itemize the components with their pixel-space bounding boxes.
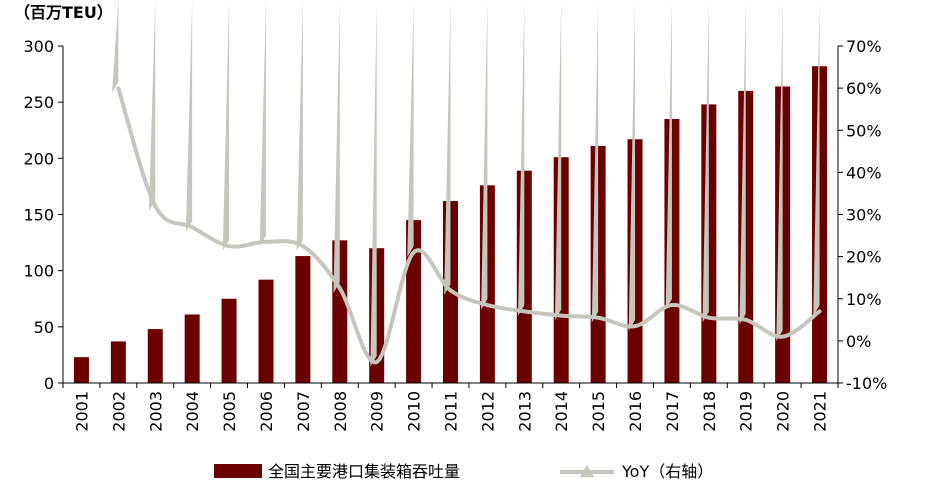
y-left-tick-label: 50	[34, 318, 54, 337]
yoy-point-2013	[518, 0, 525, 316]
y-right-tick-label: 0%	[846, 332, 871, 351]
bar-2007	[295, 256, 311, 383]
yoy-point-2019	[739, 0, 746, 325]
y-right-tick-label: 10%	[846, 290, 882, 309]
x-tick-label: 2012	[478, 391, 497, 432]
yoy-point-2021	[813, 0, 820, 316]
yoy-point-2004	[185, 0, 193, 232]
y-left-tick-label: 300	[23, 37, 54, 56]
y-left-tick-label: 150	[23, 206, 54, 225]
yoy-point-2009	[370, 0, 377, 367]
x-tick-label: 2016	[626, 391, 645, 432]
bar-2002	[110, 341, 126, 383]
y-right-tick-label: 40%	[846, 163, 882, 182]
yoy-point-2007	[296, 0, 303, 251]
axes: 0 50 100 150 200 250 300 -10% 0% 10% 20% 30% 40% 50% 6…	[23, 37, 887, 432]
y-left-unit-label: （百万TEU）	[14, 3, 113, 22]
bar-2004	[184, 314, 200, 383]
y-right-tick-label: -10%	[846, 374, 887, 393]
legend-bar-swatch	[214, 464, 262, 478]
yoy-point-2011	[444, 0, 451, 295]
yoy-point-2015	[591, 0, 599, 323]
yoy-point-2006	[259, 0, 266, 247]
x-tick-label: 2018	[700, 391, 719, 432]
bar-2006	[258, 279, 274, 383]
yoy-line	[116, 86, 822, 364]
legend-line-marker	[579, 465, 595, 478]
x-tick-label: 2007	[294, 391, 313, 432]
yoy-point-2002	[112, 0, 119, 93]
yoy-point-2014	[554, 0, 562, 321]
x-tick-label: 2019	[737, 391, 756, 432]
x-tick-label: 2010	[405, 391, 424, 432]
x-tick-label: 2020	[774, 391, 793, 432]
y-right-tick-label: 60%	[846, 79, 882, 98]
y-right-tick-label: 50%	[846, 121, 882, 140]
yoy-point-2008	[333, 0, 340, 293]
yoy-point-2017	[665, 0, 672, 310]
x-tick-label: 2013	[515, 391, 534, 432]
yoy-point-2005	[222, 0, 230, 251]
legend-bar-label: 全国主要港口集装箱吞吐量	[268, 462, 460, 481]
yoy-point-2012	[481, 0, 488, 310]
y-left-tick-label: 0	[44, 374, 54, 393]
x-tick-label: 2005	[220, 391, 239, 432]
yoy-point-2018	[702, 0, 709, 323]
legend: 全国主要港口集装箱吞吐量 YoY（右轴）	[214, 462, 713, 481]
bar-2005	[221, 298, 237, 383]
legend-line-label: YoY（右轴）	[621, 462, 713, 481]
yoy-point-2003	[148, 0, 156, 211]
x-tick-label: 2021	[811, 391, 830, 432]
x-tick-label: 2015	[589, 391, 608, 432]
yoy-point-2010	[407, 0, 414, 257]
x-tick-label: 2017	[663, 391, 682, 432]
x-tick-label: 2006	[257, 391, 276, 432]
line-series	[112, 0, 822, 367]
x-tick-label: 2003	[146, 391, 165, 432]
x-tick-label: 2002	[109, 391, 128, 432]
yoy-point-2020	[776, 0, 783, 342]
y-left-tick-label: 100	[23, 262, 54, 281]
x-tick-label: 2008	[331, 391, 350, 432]
bar-2003	[147, 329, 163, 383]
x-tick-label: 2001	[72, 391, 91, 432]
x-tick-label: 2011	[442, 391, 461, 432]
y-right-tick-label: 20%	[846, 248, 882, 267]
yoy-point-2016	[628, 0, 636, 331]
y-right-tick-label: 70%	[846, 37, 882, 56]
y-left-tick-label: 200	[23, 149, 54, 168]
bar-2001	[73, 357, 89, 383]
y-left-tick-label: 250	[23, 93, 54, 112]
x-tick-label: 2004	[183, 391, 202, 432]
x-tick-label: 2014	[552, 391, 571, 432]
y-right-tick-label: 30%	[846, 206, 882, 225]
x-tick-label: 2009	[368, 391, 387, 432]
